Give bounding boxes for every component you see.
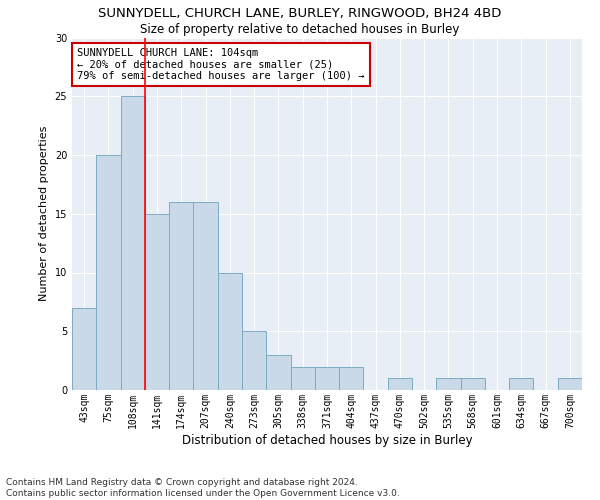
Bar xyxy=(558,378,582,390)
Bar xyxy=(290,366,315,390)
Bar xyxy=(266,355,290,390)
X-axis label: Distribution of detached houses by size in Burley: Distribution of detached houses by size … xyxy=(182,434,472,446)
Bar xyxy=(145,214,169,390)
Text: SUNNYDELL, CHURCH LANE, BURLEY, RINGWOOD, BH24 4BD: SUNNYDELL, CHURCH LANE, BURLEY, RINGWOOD… xyxy=(98,8,502,20)
Bar xyxy=(96,155,121,390)
Text: SUNNYDELL CHURCH LANE: 104sqm
← 20% of detached houses are smaller (25)
79% of s: SUNNYDELL CHURCH LANE: 104sqm ← 20% of d… xyxy=(77,48,365,82)
Bar xyxy=(121,96,145,390)
Bar xyxy=(339,366,364,390)
Bar xyxy=(72,308,96,390)
Bar xyxy=(193,202,218,390)
Bar xyxy=(169,202,193,390)
Bar xyxy=(242,331,266,390)
Text: Contains HM Land Registry data © Crown copyright and database right 2024.
Contai: Contains HM Land Registry data © Crown c… xyxy=(6,478,400,498)
Bar xyxy=(218,272,242,390)
Bar xyxy=(436,378,461,390)
Text: Size of property relative to detached houses in Burley: Size of property relative to detached ho… xyxy=(140,22,460,36)
Bar xyxy=(509,378,533,390)
Bar xyxy=(461,378,485,390)
Bar xyxy=(315,366,339,390)
Y-axis label: Number of detached properties: Number of detached properties xyxy=(39,126,49,302)
Bar xyxy=(388,378,412,390)
